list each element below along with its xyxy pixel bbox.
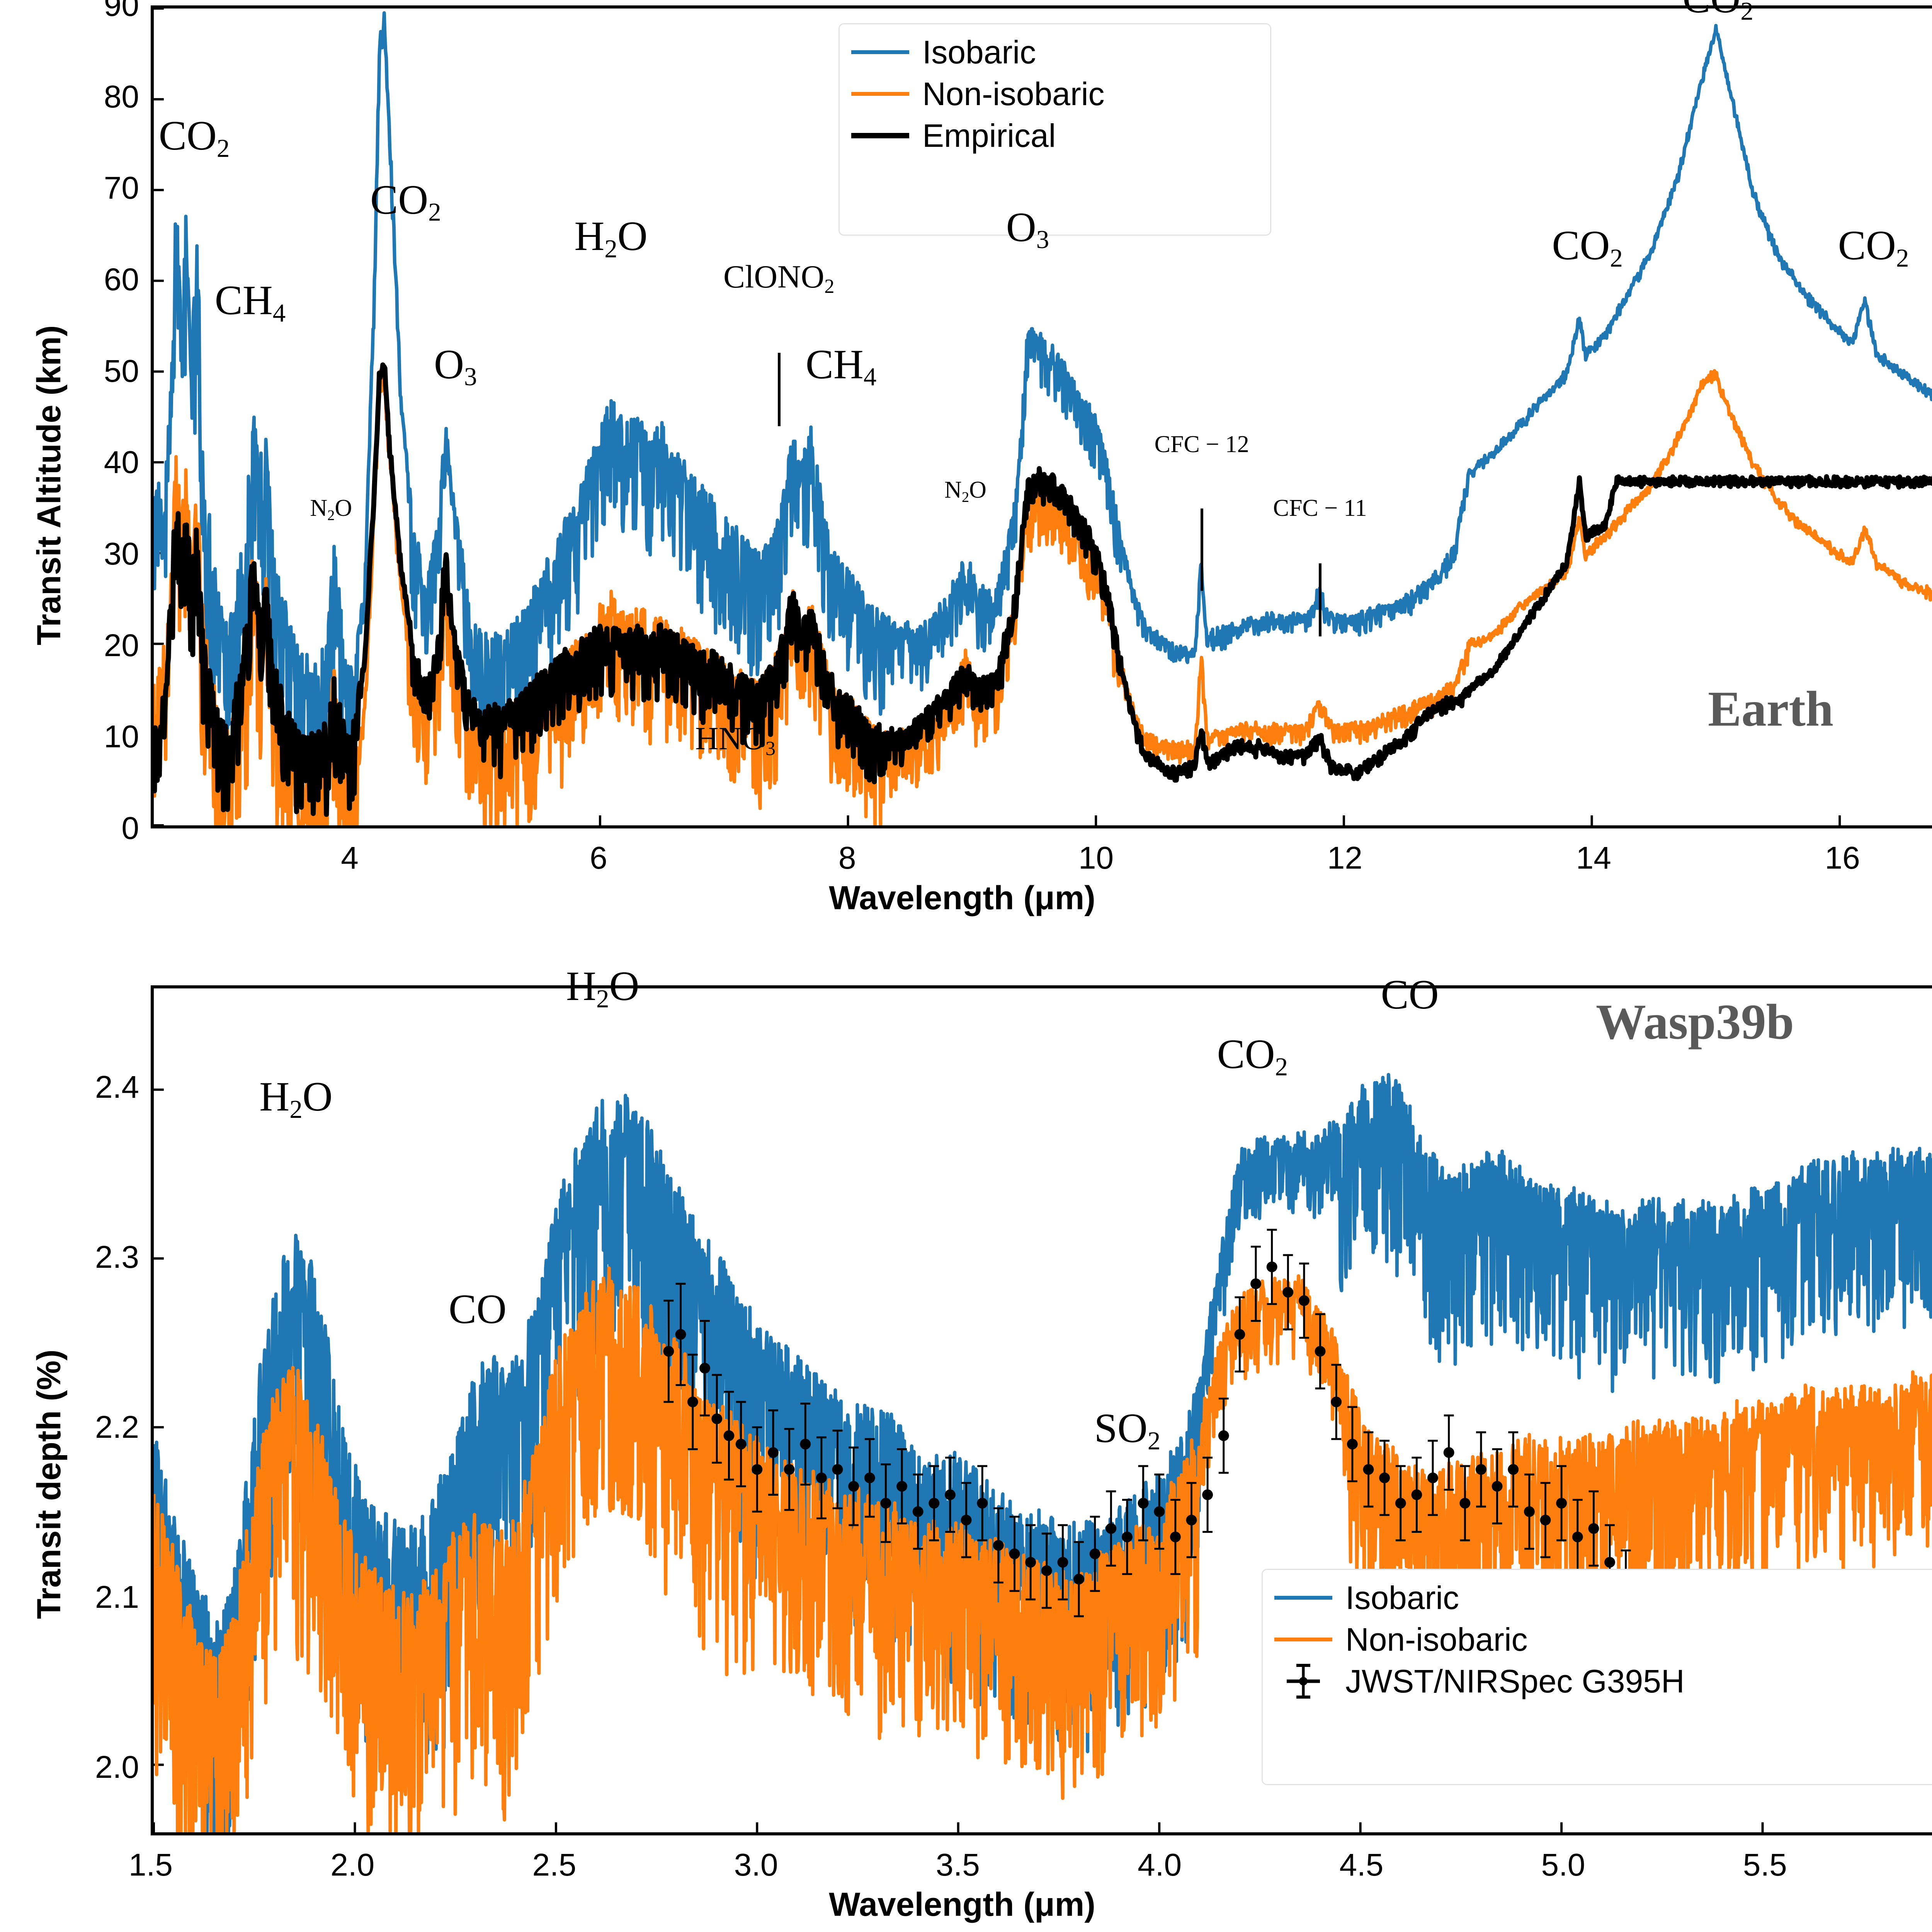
annotation-cfc-12: CFC − 12 — [1154, 431, 1249, 457]
wasp39b-x-axis-label: Wavelength (μm) — [829, 1886, 1095, 1923]
y-tick-label: 40 — [104, 445, 139, 480]
x-tick-label: 10 — [1078, 840, 1114, 876]
annotation-o3: O3 — [1006, 204, 1049, 254]
y-tick-label: 2.0 — [95, 1750, 139, 1785]
x-tick-label: 2.5 — [532, 1847, 577, 1883]
y-tick-label: 20 — [104, 628, 139, 663]
x-tick-label: 4.5 — [1339, 1847, 1384, 1883]
annotation-co2: CO2 — [1552, 223, 1623, 272]
legend-item-isobaric[interactable]: Isobaric — [1274, 1577, 1929, 1619]
y-tick-label: 70 — [104, 170, 139, 206]
x-tick-label: 2.0 — [330, 1847, 375, 1883]
annotation-n2o: N2O — [944, 477, 986, 505]
x-tick-label: 12 — [1327, 840, 1363, 876]
earth-planet-tag: Earth — [1708, 681, 1833, 737]
legend-item-jwst[interactable]: JWST/NIRSpec G395H — [1274, 1660, 1929, 1702]
annotation-so2: SO2 — [1094, 1405, 1161, 1456]
y-tick-label: 2.2 — [95, 1410, 139, 1445]
x-tick-label: 3.0 — [734, 1847, 778, 1883]
legend-line-isobaric — [1274, 1596, 1332, 1600]
x-tick-label: 1.5 — [129, 1847, 173, 1883]
annotation-ch4: CH4 — [214, 277, 286, 327]
series-empirical — [154, 362, 1932, 817]
x-tick-label: 4.0 — [1138, 1847, 1182, 1883]
annotation-co2: CO2 — [158, 113, 230, 163]
y-tick-label: 10 — [104, 719, 139, 755]
earth-spectrum-canvas — [154, 9, 1932, 825]
annotation-co2: CO2 — [1217, 1031, 1288, 1082]
x-tick-label: 4 — [341, 840, 359, 876]
annotation-h2o: H2O — [574, 213, 648, 264]
y-tick-label: 2.1 — [95, 1580, 139, 1615]
y-tick-label: 0 — [121, 811, 139, 846]
legend-label-isobaric: Isobaric — [922, 34, 1036, 70]
annotation-h2o: H2O — [259, 1074, 333, 1124]
annotation-co2: CO2 — [1838, 223, 1909, 272]
legend-label-isobaric: Isobaric — [1345, 1579, 1459, 1616]
x-tick-label: 14 — [1576, 840, 1611, 876]
wasp39b-planet-tag: Wasp39b — [1596, 994, 1794, 1050]
series-isobaric — [154, 11, 1932, 823]
y-tick-label: 30 — [104, 536, 139, 571]
jwst-data-points — [663, 1229, 1631, 1626]
annotation-clono2: ClONO2 — [723, 259, 835, 298]
earth-legend: Isobaric Non-isobaric Empirical — [838, 23, 1271, 236]
legend-item-empirical[interactable]: Empirical — [851, 115, 1259, 156]
annotation-h2o: H2O — [566, 963, 639, 1014]
annotation-co2: CO2 — [1682, 0, 1753, 26]
y-tick-label: 90 — [104, 0, 139, 23]
x-tick-label: 8 — [838, 840, 856, 876]
earth-x-axis-label: Wavelength (μm) — [829, 879, 1095, 917]
earth-y-axis-label: Transit Altitude (km) — [31, 325, 68, 645]
legend-label-non-isobaric: Non-isobaric — [1345, 1621, 1528, 1658]
y-tick-label: 50 — [104, 353, 139, 389]
legend-line-non-isobaric — [851, 92, 909, 96]
legend-line-isobaric — [851, 50, 909, 54]
legend-line-non-isobaric — [1274, 1638, 1332, 1641]
legend-item-non-isobaric[interactable]: Non-isobaric — [851, 73, 1259, 115]
legend-item-isobaric[interactable]: Isobaric — [851, 31, 1259, 73]
legend-label-jwst: JWST/NIRSpec G395H — [1345, 1663, 1685, 1699]
annotation-ch4: CH4 — [805, 341, 877, 391]
annotation-hno3: HNO3 — [695, 721, 776, 760]
annotation-co: CO — [448, 1286, 507, 1333]
annotation-leader-line — [1319, 563, 1322, 636]
x-tick-label: 5.0 — [1541, 1847, 1585, 1883]
annotation-co: CO — [1381, 972, 1439, 1018]
series-non-isobaric — [154, 1266, 1932, 1832]
x-tick-label: 5.5 — [1743, 1847, 1787, 1883]
earth-panel: Transit Altitude (km) Wavelength (μm) Ea… — [0, 0, 1932, 943]
wasp39b-panel: Transit depth (%) Wavelength (μm) Wasp39… — [0, 943, 1932, 1932]
x-tick-label: 16 — [1825, 840, 1860, 876]
annotation-cfc-11: CFC − 11 — [1273, 495, 1367, 522]
y-tick-label: 80 — [104, 79, 139, 114]
y-tick-label: 60 — [104, 262, 139, 297]
x-tick-label: 6 — [590, 840, 607, 876]
y-tick-label: 2.3 — [95, 1240, 139, 1275]
annotation-co2: CO2 — [370, 177, 441, 227]
legend-label-non-isobaric: Non-isobaric — [922, 75, 1105, 112]
y-tick-label: 2.4 — [95, 1070, 139, 1105]
annotation-o3: O3 — [434, 341, 477, 391]
errorbar-marker-icon — [1274, 1664, 1332, 1699]
annotation-leader-line — [777, 353, 781, 426]
wasp39b-legend: Isobaric Non-isobaric JWST/NIRSpec G395H — [1262, 1569, 1932, 1785]
wasp39b-y-axis-label: Transit depth (%) — [31, 1349, 68, 1619]
x-tick-label: 3.5 — [935, 1847, 980, 1883]
legend-item-non-isobaric[interactable]: Non-isobaric — [1274, 1619, 1929, 1660]
annotation-leader-line — [1201, 508, 1204, 591]
legend-line-empirical — [851, 133, 909, 138]
legend-label-empirical: Empirical — [922, 117, 1056, 154]
annotation-n2o: N2O — [310, 495, 352, 524]
wasp39b-spectrum-canvas — [154, 1073, 1932, 1832]
